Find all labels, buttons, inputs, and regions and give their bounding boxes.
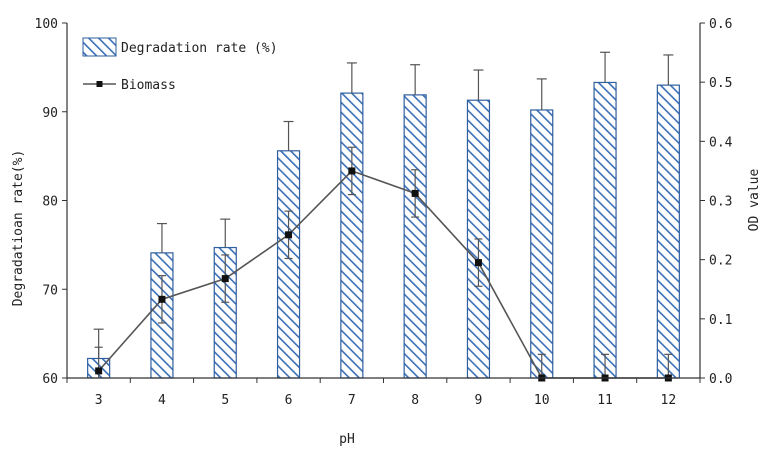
bar-11 xyxy=(593,81,617,379)
x-tick-label-9: 9 xyxy=(475,393,483,408)
biomass-point-4 xyxy=(158,295,166,303)
y-left-tick-label-60: 60 xyxy=(42,372,58,387)
y-right-tick-label-0.0: 0.0 xyxy=(709,372,732,387)
biomass-point-7 xyxy=(348,167,356,175)
x-tick-label-5: 5 xyxy=(221,393,229,408)
y-right-tick-label-0.5: 0.5 xyxy=(709,76,732,91)
y-right-tick-label-0.6: 0.6 xyxy=(709,17,732,32)
legend: Degradation rate (%) Biomass xyxy=(82,37,278,93)
x-axis-title: pH xyxy=(339,432,355,447)
y-left-tick-label-70: 70 xyxy=(42,283,58,298)
x-tick-label-7: 7 xyxy=(348,393,356,408)
x-tick-label-8: 8 xyxy=(411,393,419,408)
y-right-tick-label-0.4: 0.4 xyxy=(709,135,733,150)
bars-layer xyxy=(87,51,680,379)
biomass-line xyxy=(98,169,669,379)
bar-7 xyxy=(340,92,364,379)
x-tick-label-6: 6 xyxy=(285,393,293,408)
legend-line-label: Biomass xyxy=(121,78,176,93)
y-axis-left-title: Degradatioan rate(%) xyxy=(11,150,26,307)
biomass-point-6 xyxy=(285,231,293,239)
legend-line-marker xyxy=(96,81,103,87)
x-tick-label-11: 11 xyxy=(597,393,613,408)
y-left-tick-label-100: 100 xyxy=(35,17,58,32)
biomass-line-layer xyxy=(94,146,673,382)
bar-6 xyxy=(276,150,301,379)
y-left-tick-label-80: 80 xyxy=(42,195,58,210)
x-tick-label-10: 10 xyxy=(534,393,550,408)
x-tick-label-4: 4 xyxy=(158,393,166,408)
bar-12 xyxy=(656,84,680,379)
axes-layer: 60 70 80 90 100 0.0 0.1 0.2 0.3 0.4 0.5 0.6 3 4 5 6 7 8 9 1… xyxy=(35,17,733,408)
legend-bar-label: Degradation rate (%) xyxy=(121,41,278,56)
biomass-point-9 xyxy=(474,259,482,267)
y-left-tick-label-90: 90 xyxy=(42,106,58,121)
y-axis-right-title: OD value xyxy=(747,169,762,232)
legend-bar-swatch xyxy=(82,37,117,57)
x-tick-label-3: 3 xyxy=(95,393,103,408)
biomass-point-3 xyxy=(95,367,103,375)
y-right-tick-label-0.1: 0.1 xyxy=(709,313,732,328)
biomass-point-8 xyxy=(411,189,419,197)
x-tick-label-12: 12 xyxy=(661,393,677,408)
bar-10 xyxy=(530,109,554,379)
y-right-tick-label-0.2: 0.2 xyxy=(709,254,732,269)
biomass-point-5 xyxy=(221,275,229,283)
y-right-tick-label-0.3: 0.3 xyxy=(709,195,732,210)
bar-8 xyxy=(403,94,427,379)
